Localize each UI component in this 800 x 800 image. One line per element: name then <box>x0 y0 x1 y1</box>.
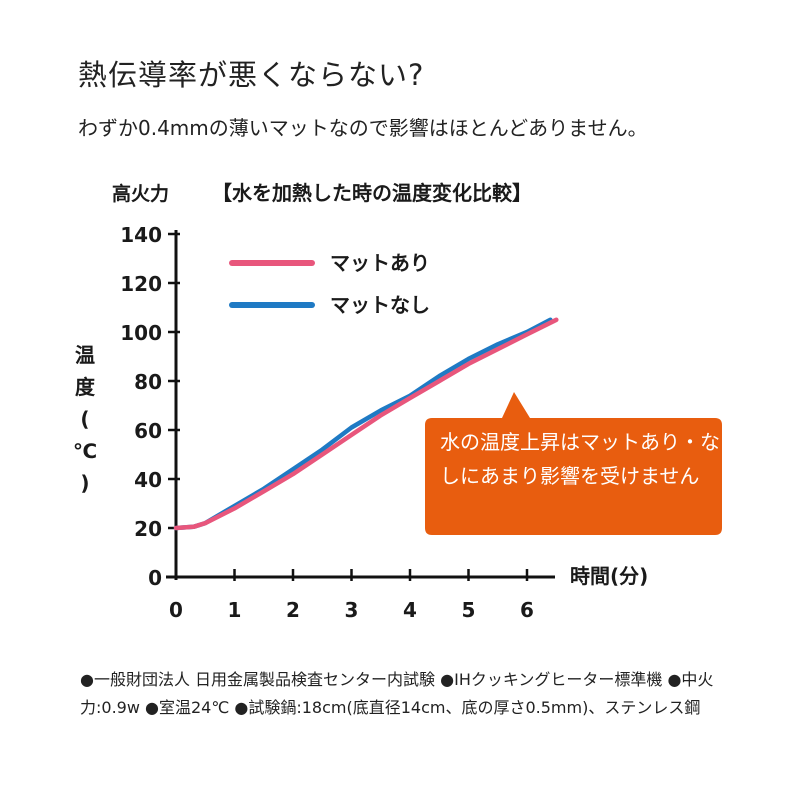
y-axis-label: 温度(℃) <box>73 343 97 495</box>
callout-bubble <box>425 392 722 535</box>
y-tick-label: 40 <box>134 468 162 492</box>
y-tick-label: 20 <box>134 517 162 541</box>
page-subheading: わずか0.4mmの薄いマットなので影響はほとんどありません。 <box>78 116 648 140</box>
y-axis-label-text: 温度(℃) <box>73 343 97 495</box>
x-axis-label: 時間(分) <box>570 564 648 588</box>
legend-label: マットあり <box>330 251 430 275</box>
x-tick-label: 2 <box>286 598 300 622</box>
chart-corner-label: 高火力 <box>112 182 169 205</box>
x-tick-label: 6 <box>520 598 534 622</box>
x-tick-label: 1 <box>228 598 242 622</box>
chart-title: 【水を加熱した時の温度変化比較】 <box>212 181 532 205</box>
x-tick-label: 5 <box>462 598 476 622</box>
y-tick-label: 60 <box>134 419 162 443</box>
y-tick-label: 0 <box>148 566 162 590</box>
x-tick-label: 4 <box>403 598 417 622</box>
y-tick-label: 120 <box>120 272 162 296</box>
y-tick-label: 140 <box>120 223 162 247</box>
y-tick-label: 100 <box>120 321 162 345</box>
callout-text: 水の温度上昇はマットあり・なしにあまり影響を受けません <box>440 430 720 488</box>
test-conditions-note: ●一般財団法人 日用金属製品検査センター内試験 ●IHクッキングヒーター標準機 … <box>80 670 714 717</box>
x-tick-label: 3 <box>345 598 359 622</box>
page-heading: 熱伝導率が悪くならない? <box>78 58 425 92</box>
y-tick-label: 80 <box>134 370 162 394</box>
legend-label: マットなし <box>330 293 430 317</box>
x-tick-label: 0 <box>169 598 183 622</box>
series-line <box>173 317 559 531</box>
